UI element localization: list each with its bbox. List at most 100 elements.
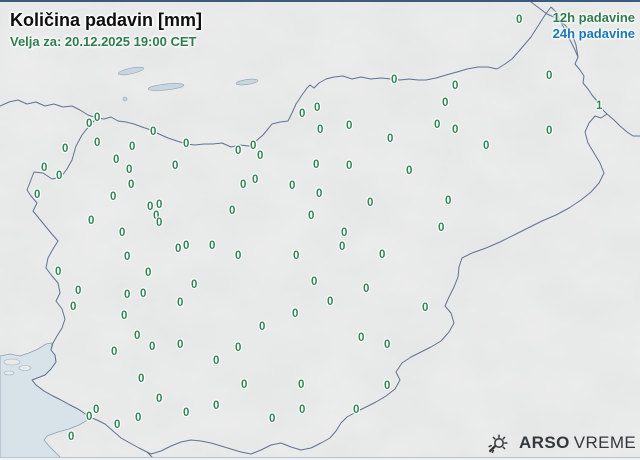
station-value: 0 xyxy=(383,380,391,392)
station-value: 1 xyxy=(595,100,603,112)
station-value: 0 xyxy=(326,296,334,308)
title-block: Količina padavin [mm] Velja za: 20.12.20… xyxy=(10,10,202,49)
station-value: 0 xyxy=(85,411,93,423)
station-value: 0 xyxy=(234,250,242,262)
station-value: 0 xyxy=(352,404,360,416)
station-value: 0 xyxy=(378,249,386,261)
station-value: 0 xyxy=(152,210,160,222)
lagoon-islets xyxy=(3,358,32,376)
station-value: 0 xyxy=(118,227,126,239)
station-value: 0 xyxy=(155,393,163,405)
station-value: 0 xyxy=(54,266,62,278)
station-value: 0 xyxy=(144,267,152,279)
station-value: 0 xyxy=(93,137,101,149)
station-value: 0 xyxy=(128,141,136,153)
station-value: 0 xyxy=(357,332,365,344)
station-value: 0 xyxy=(110,346,118,358)
station-value: 0 xyxy=(93,112,101,124)
station-value: 0 xyxy=(171,160,179,172)
station-value: 0 xyxy=(234,342,242,354)
austria-hungary-border-path xyxy=(530,2,579,58)
station-value: 0 xyxy=(234,145,242,157)
station-value: 0 xyxy=(109,191,117,203)
station-value: 0 xyxy=(155,199,163,211)
station-value: 0 xyxy=(123,251,131,263)
station-value: 0 xyxy=(383,339,391,351)
station-value: 0 xyxy=(208,240,216,252)
station-value: 0 xyxy=(292,250,300,262)
station-value: 0 xyxy=(297,379,305,391)
station-value: 0 xyxy=(545,125,553,137)
station-value: 0 xyxy=(386,133,394,145)
station-value: 0 xyxy=(182,138,190,150)
station-value: 0 xyxy=(123,289,131,301)
station-value: 0 xyxy=(251,174,259,186)
station-value: 0 xyxy=(313,102,321,114)
station-value: 0 xyxy=(137,373,145,385)
lakes xyxy=(117,66,259,102)
station-value: 0 xyxy=(441,97,449,109)
station-value: 0 xyxy=(298,404,306,416)
station-value: 0 xyxy=(112,154,120,166)
station-value: 0 xyxy=(316,124,324,136)
station-value: 0 xyxy=(190,279,198,291)
station-value: 0 xyxy=(345,160,353,172)
station-value: 0 xyxy=(148,341,156,353)
station-value: 0 xyxy=(338,241,346,253)
station-value: 0 xyxy=(127,179,135,191)
brand-text: ARSO VREME xyxy=(519,433,636,453)
station-value: 0 xyxy=(69,301,77,313)
station-value: 0 xyxy=(133,330,141,342)
page-title: Količina padavin [mm] xyxy=(10,10,203,30)
station-value: 0 xyxy=(182,240,190,252)
station-value: 0 xyxy=(176,339,184,351)
station-value: 0 xyxy=(362,283,370,295)
station-value: 0 xyxy=(33,189,41,201)
valid-time-label: Velja za: 20.12.2025 19:00 CET xyxy=(10,34,197,49)
station-value: 0 xyxy=(155,217,163,229)
station-value: 0 xyxy=(405,165,413,177)
station-value: 0 xyxy=(239,179,247,191)
station-value: 0 xyxy=(74,285,82,297)
station-value: 0 xyxy=(433,119,441,131)
station-value: 0 xyxy=(212,355,220,367)
station-value: 0 xyxy=(249,140,257,152)
legend-item-24h-padavine[interactable]: 24h padavine xyxy=(552,26,635,41)
station-value: 0 xyxy=(176,297,184,309)
station-value: 0 xyxy=(268,413,276,425)
station-value: 0 xyxy=(421,302,429,314)
station-value: 0 xyxy=(212,400,220,412)
arso-vreme-logo: ARSO VREME xyxy=(486,431,636,455)
station-value: 0 xyxy=(149,126,157,138)
italy-austria-border-path xyxy=(0,99,98,119)
station-value: 0 xyxy=(146,201,154,213)
legend: 12h padavine 24h padavine xyxy=(553,10,635,42)
legend-item-12h-padavine[interactable]: 12h padavine xyxy=(552,10,635,25)
station-value: 0 xyxy=(315,188,323,200)
station-value: 0 xyxy=(228,205,236,217)
bottom-frame xyxy=(0,457,640,460)
station-value: 0 xyxy=(174,243,182,255)
station-value: 0 xyxy=(67,431,75,443)
station-value: 0 xyxy=(139,288,147,300)
station-value: 0 xyxy=(390,74,398,86)
station-value: 0 xyxy=(451,80,459,92)
station-value: 0 xyxy=(310,276,318,288)
station-value: 0 xyxy=(482,140,490,152)
station-value: 0 xyxy=(515,14,523,26)
station-value: 0 xyxy=(312,159,320,171)
station-value: 0 xyxy=(366,197,374,209)
station-value: 0 xyxy=(288,180,296,192)
station-value: 0 xyxy=(240,379,248,391)
station-value: 0 xyxy=(134,412,142,424)
station-value: 0 xyxy=(55,170,63,182)
station-value: 0 xyxy=(451,124,459,136)
station-value: 0 xyxy=(125,164,133,176)
brand-vreme: VREME xyxy=(573,433,637,452)
station-value: 0 xyxy=(61,143,69,155)
hungary-croatia-border-path xyxy=(606,113,640,137)
station-value: 0 xyxy=(85,118,93,130)
